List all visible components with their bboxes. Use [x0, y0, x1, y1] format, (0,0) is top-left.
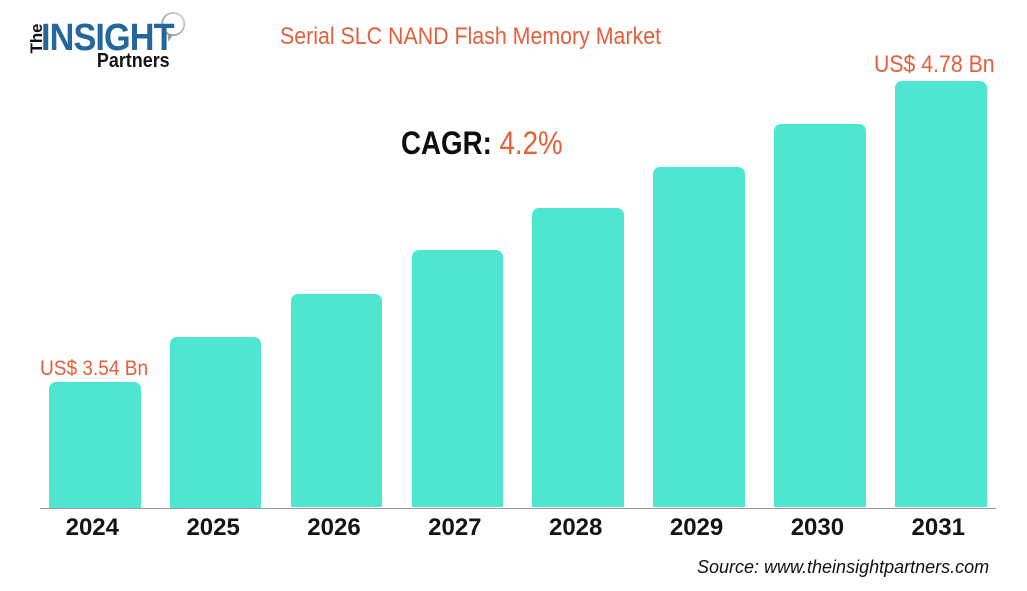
svg-text:The: The: [28, 24, 46, 54]
svg-text:Partners: Partners: [97, 50, 170, 72]
svg-text:INSIGHT: INSIGHT: [41, 16, 174, 59]
